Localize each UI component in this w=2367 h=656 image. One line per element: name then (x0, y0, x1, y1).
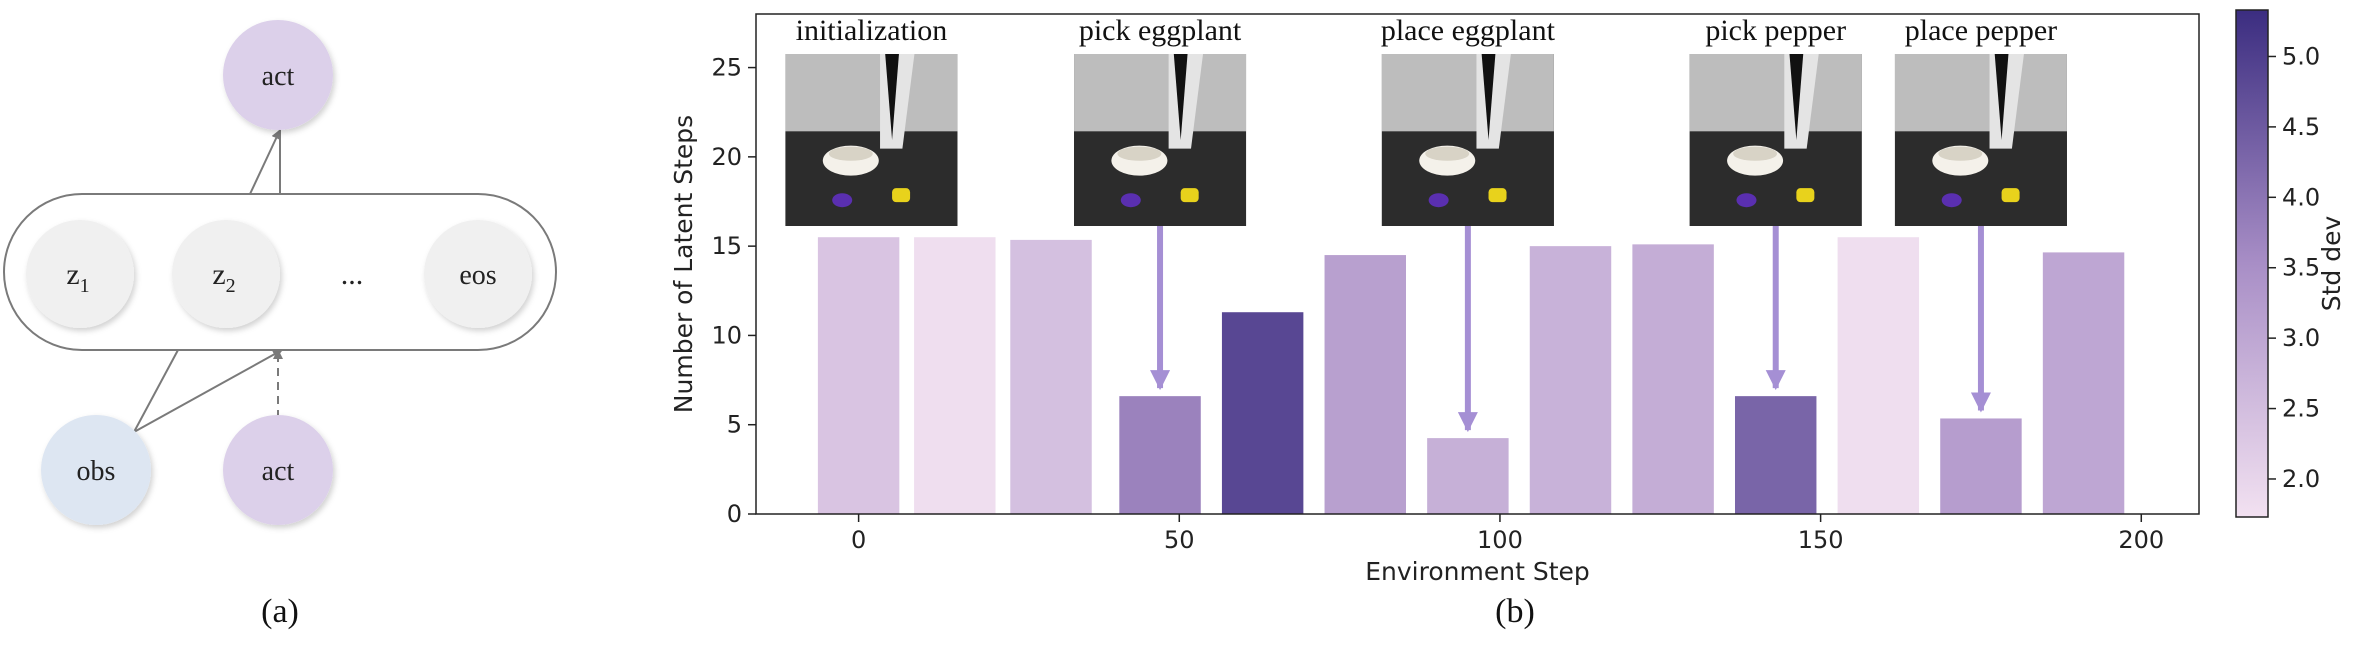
x-axis-label: Environment Step (1365, 557, 1590, 586)
bar-2 (1010, 239, 1092, 514)
annotation-image-1 (1074, 54, 1247, 226)
edge-pill-to-act (249, 129, 281, 195)
z2-label: z (212, 258, 225, 291)
ellipsis-label: ... (341, 258, 364, 291)
annotation-image-0 (785, 54, 958, 226)
diagram: act z1 z2 ... eos obs act (a) (3, 20, 557, 630)
annotation-image-3 (1689, 54, 1862, 226)
bar-8 (1632, 244, 1714, 514)
y-tick-label-5: 25 (711, 54, 742, 82)
x-tick-label-3: 150 (1798, 526, 1844, 554)
z2-node: z2 (172, 220, 280, 328)
x-tick-label-0: 0 (851, 526, 866, 554)
bar-3 (1119, 396, 1201, 514)
y-tick-label-4: 20 (711, 143, 742, 171)
z1-subscript: 1 (80, 275, 90, 297)
annotation-images (785, 54, 2067, 226)
y-tick-label-2: 10 (711, 321, 742, 349)
annotation-label-2: place eggplant (1381, 14, 1556, 47)
z2-subscript: 2 (226, 275, 236, 297)
colorbar-tick-label-3: 3.5 (2282, 254, 2320, 282)
bar-6 (1427, 438, 1509, 514)
act-top-label: act (262, 61, 295, 92)
bar-9 (1734, 396, 1817, 514)
x-axis-ticks: 0 50 100 150 200 (851, 514, 2164, 554)
z1-label: z (66, 258, 79, 291)
bars-group (817, 237, 2125, 515)
act-bottom-label: act (262, 456, 295, 487)
obs-label: obs (77, 456, 116, 487)
bar-7 (1529, 246, 1612, 514)
annotation-label-0: initialization (796, 14, 948, 47)
colorbar-tick-label-6: 5.0 (2282, 42, 2320, 70)
plot-frame (755, 13, 2200, 515)
latent-sequence-container (3, 193, 557, 351)
chart: initialization pick eggplant place eggplan… (669, 9, 2346, 630)
colorbar-tick-label-2: 3.0 (2282, 324, 2320, 352)
y-axis-ticks: 0 5 10 15 20 25 (711, 54, 756, 528)
colorbar-label: Std dev (2317, 216, 2346, 312)
bar-0 (817, 237, 900, 514)
colorbar-tick-label-4: 4.0 (2282, 183, 2320, 211)
annotation-image-2 (1381, 54, 1554, 226)
bar-10 (1837, 237, 1920, 514)
obs-node: obs (41, 415, 151, 525)
annotation-arrows (1150, 226, 1991, 433)
y-tick-label-3: 15 (711, 232, 742, 260)
z1-node: z1 (26, 220, 134, 328)
annotation-label-3: pick pepper (1705, 14, 1846, 47)
y-tick-label-0: 0 (727, 500, 742, 528)
caption-a: (a) (261, 593, 299, 630)
act-bottom-node: act (223, 415, 333, 525)
svg-text:z2: z2 (212, 258, 235, 297)
eos-label: eos (459, 260, 496, 291)
colorbar-tick-label-1: 2.5 (2282, 395, 2320, 423)
colorbar-tick-label-0: 2.0 (2282, 465, 2320, 493)
bar-4 (1221, 312, 1304, 514)
edge-obs-to-z2 (133, 349, 283, 433)
annotation-labels: initialization pick eggplant place eggplan… (796, 14, 2058, 47)
annotation-label-4: place pepper (1905, 14, 2057, 47)
x-tick-label-4: 200 (2118, 526, 2164, 554)
x-tick-label-1: 50 (1164, 526, 1195, 554)
annotation-label-1: pick eggplant (1079, 14, 1242, 47)
caption-b: (b) (1495, 593, 1535, 630)
bar-11 (1940, 418, 2022, 514)
svg-text:z1: z1 (66, 258, 89, 297)
bar-5 (1324, 255, 1406, 515)
bar-1 (914, 237, 996, 514)
colorbar-tick-label-5: 4.5 (2282, 113, 2320, 141)
annotation-image-4 (1894, 54, 2067, 226)
eos-node: eos (424, 220, 532, 328)
x-tick-label-2: 100 (1477, 526, 1523, 554)
colorbar-ticks: 2.0 2.5 3.0 3.5 4.0 4.5 5.0 (2268, 42, 2320, 493)
act-top-node: act (223, 20, 333, 130)
colorbar-gradient (2235, 9, 2269, 518)
y-tick-label-1: 5 (727, 411, 742, 439)
y-axis-label: Number of Latent Steps (669, 115, 698, 413)
bar-12 (2042, 252, 2125, 514)
colorbar: 2.0 2.5 3.0 3.5 4.0 4.5 5.0 Std dev (2235, 9, 2346, 518)
edge-obs-to-pill (133, 349, 179, 433)
